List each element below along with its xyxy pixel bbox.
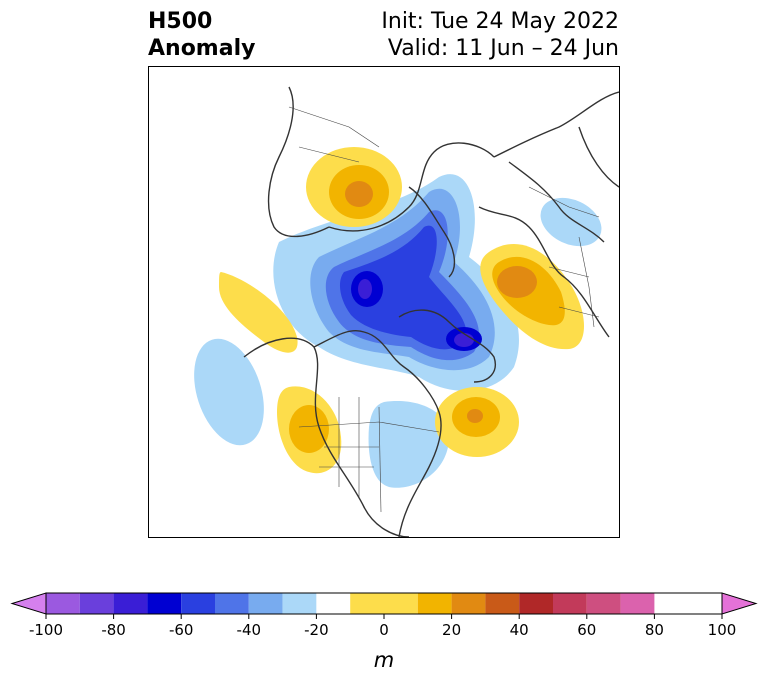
title-line2: Anomaly xyxy=(148,36,256,61)
colorbar-tick-label: -100 xyxy=(29,621,63,639)
map-panel xyxy=(148,66,620,538)
colorbar-tick-label: -20 xyxy=(304,621,329,639)
colorbar-swatch xyxy=(316,593,351,614)
anomaly-pacific-positive xyxy=(219,272,298,353)
anomaly-pacific-negative xyxy=(194,338,264,446)
colorbar-swatch xyxy=(620,593,655,614)
colorbar-swatch xyxy=(586,593,621,614)
colorbar-swatch xyxy=(181,593,215,614)
coastlines xyxy=(243,86,619,537)
colorbar-tick-label: -60 xyxy=(169,621,194,639)
colorbar-unit-label: m xyxy=(374,648,394,672)
colorbar-swatch xyxy=(147,593,182,614)
colorbar-swatch xyxy=(215,593,249,614)
colorbar-swatch xyxy=(46,593,80,614)
colorbar-swatch xyxy=(350,593,418,614)
title-line1: H500 xyxy=(148,9,213,34)
colorbar-tick-label: 20 xyxy=(442,621,461,639)
valid-period: Valid: 11 Jun – 24 Jun xyxy=(387,36,619,61)
colorbar-swatch xyxy=(113,593,148,614)
colorbar-tick-label: 40 xyxy=(510,621,529,639)
colorbar-swatch xyxy=(79,593,114,614)
borders xyxy=(288,106,600,513)
colorbar-extend-max xyxy=(721,592,758,615)
colorbar-graphic: -100 -80 -60 -40 -20 0 20 40 60 80 100 m xyxy=(10,592,758,672)
colorbar-swatch xyxy=(417,593,452,614)
colorbar-swatch xyxy=(248,593,283,614)
colorbar-swatch xyxy=(519,593,553,614)
colorbar-swatch xyxy=(282,593,317,614)
map-title: H500 Anomaly xyxy=(148,8,255,62)
forecast-dates: Init: Tue 24 May 2022 Valid: 11 Jun – 24… xyxy=(381,8,619,62)
colorbar-tick-label: -40 xyxy=(237,621,262,639)
colorbar: -100 -80 -60 -40 -20 0 20 40 60 80 100 m xyxy=(0,585,768,684)
colorbar-tick-label: 100 xyxy=(708,621,737,639)
colorbar-swatch xyxy=(451,593,486,614)
anomaly-shading xyxy=(194,147,602,488)
init-date: Init: Tue 24 May 2022 xyxy=(381,9,619,34)
colorbar-tick-label: 80 xyxy=(645,621,664,639)
colorbar-tick-label: 0 xyxy=(379,621,389,639)
colorbar-tick-label: 60 xyxy=(577,621,596,639)
anomaly-map xyxy=(194,86,619,537)
colorbar-swatch xyxy=(553,593,587,614)
colorbar-extend-min xyxy=(10,592,47,615)
anomaly-kamchatka-negative xyxy=(540,197,602,247)
colorbar-tick-label: -80 xyxy=(101,621,126,639)
colorbar-swatch xyxy=(485,593,520,614)
